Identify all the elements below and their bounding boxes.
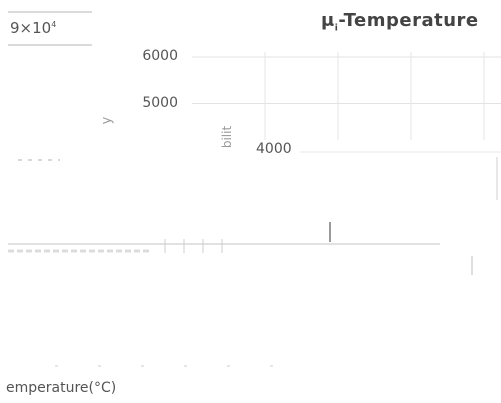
y-axis-label-fragment-2: bilit	[220, 125, 235, 149]
chart-title: μi-Temperature	[321, 10, 479, 34]
corner-label: 9×104	[10, 19, 56, 37]
corner-label-exponent: 4	[51, 20, 57, 29]
y-tick-label: 5000	[142, 94, 178, 111]
chart-title-subscript: i	[334, 23, 339, 34]
y-axis-label-fragment: y	[99, 116, 115, 125]
chart-title-symbol: μ	[321, 10, 335, 31]
gridlines	[192, 52, 501, 153]
corner-label-base: 9×10	[10, 19, 52, 37]
chart-title-suffix: -Temperature	[338, 10, 479, 31]
y-tick-label: 6000	[142, 48, 178, 64]
plot-fragments	[8, 157, 498, 367]
y-tick-label: 4000	[256, 141, 292, 157]
x-axis-label: emperature(°C)	[6, 380, 117, 396]
